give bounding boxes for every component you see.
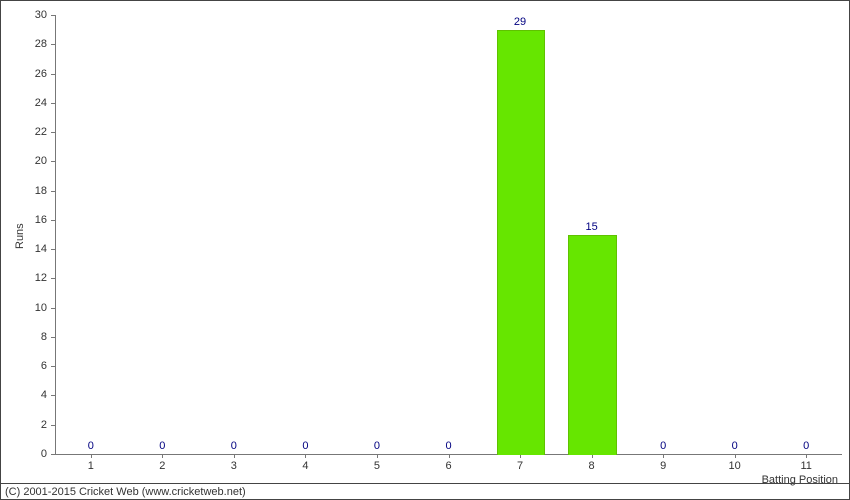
y-tick xyxy=(51,220,55,221)
y-tick xyxy=(51,161,55,162)
y-tick-label: 24 xyxy=(0,97,47,109)
y-tick xyxy=(51,191,55,192)
bar-value-label: 0 xyxy=(660,440,666,452)
y-tick-label: 18 xyxy=(0,185,47,197)
bar-value-label: 29 xyxy=(514,16,526,28)
bar-value-label: 0 xyxy=(231,440,237,452)
bar xyxy=(497,30,546,455)
y-tick xyxy=(51,15,55,16)
x-tick-label: 2 xyxy=(159,460,165,472)
y-tick-label: 22 xyxy=(0,126,47,138)
x-tick xyxy=(806,454,807,458)
credit-text: (C) 2001-2015 Cricket Web (www.cricketwe… xyxy=(1,483,850,500)
x-tick-label: 11 xyxy=(801,460,812,472)
x-tick xyxy=(377,454,378,458)
bar-value-label: 0 xyxy=(374,440,380,452)
y-tick-label: 16 xyxy=(0,214,47,226)
y-tick xyxy=(51,74,55,75)
y-tick xyxy=(51,44,55,45)
y-tick xyxy=(51,103,55,104)
y-tick-label: 4 xyxy=(0,389,47,401)
x-tick xyxy=(162,454,163,458)
bar-value-label: 0 xyxy=(445,440,451,452)
y-axis-line xyxy=(55,15,56,454)
y-tick xyxy=(51,366,55,367)
bar xyxy=(568,235,617,456)
y-tick xyxy=(51,249,55,250)
plot-area xyxy=(55,15,842,454)
x-tick-label: 5 xyxy=(374,460,380,472)
y-tick xyxy=(51,132,55,133)
x-tick-label: 6 xyxy=(445,460,451,472)
bar-value-label: 0 xyxy=(302,440,308,452)
y-tick-label: 2 xyxy=(0,419,47,431)
bar-value-label: 0 xyxy=(732,440,738,452)
x-tick xyxy=(234,454,235,458)
y-tick-label: 8 xyxy=(0,331,47,343)
x-tick-label: 8 xyxy=(589,460,595,472)
y-tick-label: 6 xyxy=(0,360,47,372)
y-tick-label: 12 xyxy=(0,272,47,284)
x-tick-label: 7 xyxy=(517,460,523,472)
y-tick xyxy=(51,308,55,309)
y-tick-label: 20 xyxy=(0,155,47,167)
y-tick-label: 0 xyxy=(0,448,47,460)
x-tick xyxy=(305,454,306,458)
bar-value-label: 15 xyxy=(585,221,597,233)
y-tick-label: 26 xyxy=(0,68,47,80)
x-tick-label: 9 xyxy=(660,460,666,472)
bar-value-label: 0 xyxy=(803,440,809,452)
x-tick-label: 3 xyxy=(231,460,237,472)
x-tick xyxy=(663,454,664,458)
y-tick xyxy=(51,278,55,279)
y-tick-label: 28 xyxy=(0,38,47,50)
y-tick-label: 30 xyxy=(0,9,47,21)
y-tick-label: 10 xyxy=(0,302,47,314)
chart-container: Runs Batting Position (C) 2001-2015 Cric… xyxy=(0,0,850,500)
x-tick-label: 1 xyxy=(88,460,94,472)
y-tick xyxy=(51,395,55,396)
x-tick-label: 4 xyxy=(302,460,308,472)
x-tick xyxy=(735,454,736,458)
y-tick-label: 14 xyxy=(0,243,47,255)
y-tick xyxy=(51,454,55,455)
bar-value-label: 0 xyxy=(159,440,165,452)
y-tick xyxy=(51,337,55,338)
x-tick xyxy=(449,454,450,458)
x-tick-label: 10 xyxy=(729,460,741,472)
y-tick xyxy=(51,425,55,426)
x-tick xyxy=(91,454,92,458)
bar-value-label: 0 xyxy=(88,440,94,452)
